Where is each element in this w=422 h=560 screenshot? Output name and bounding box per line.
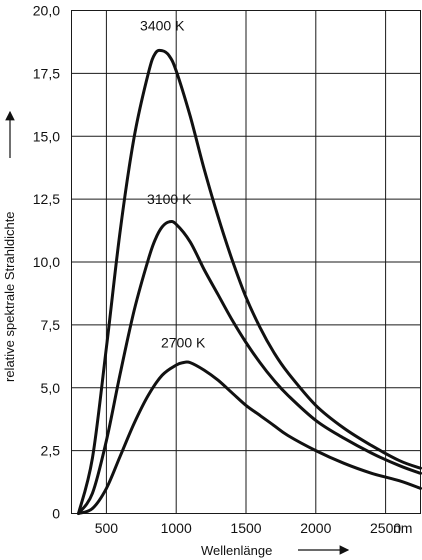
curve-label-3100k: 3100 K	[147, 191, 192, 207]
y-tick-label: 5,0	[41, 380, 61, 396]
x-tick-label: 500	[95, 520, 119, 536]
curve-3100k	[77, 219, 422, 515]
y-tick-label: 2,5	[41, 443, 61, 459]
x-tick-labels: 500 1000 1500 2000 2500	[95, 520, 402, 536]
x-axis-title: Wellenlänge	[201, 543, 272, 558]
y-axis-title: relative spektrale Strahldichte	[2, 211, 17, 382]
curve-labels: 3400 K 3100 K 2700 K	[140, 18, 206, 351]
y-tick-label: 12,5	[33, 191, 60, 207]
curves	[77, 48, 422, 515]
plot-frame	[71, 10, 421, 514]
y-tick-labels: 0 2,5 5,0 7,5 10,0 12,5 15,0 17,5 20,0	[33, 3, 60, 522]
y-tick-label: 10,0	[33, 254, 60, 270]
y-tick-label: 20,0	[33, 3, 60, 19]
curve-label-2700k: 2700 K	[161, 335, 206, 351]
curve-2700k	[77, 360, 422, 515]
x-tick-label: 1500	[230, 520, 261, 536]
grid	[71, 10, 421, 514]
curve-3400k	[77, 48, 422, 515]
y-tick-label: 17,5	[33, 65, 60, 81]
y-tick-label: 7,5	[41, 317, 61, 333]
curve-label-3400k: 3400 K	[140, 18, 185, 34]
y-tick-label: 0	[52, 506, 60, 522]
y-tick-label: 15,0	[33, 128, 60, 144]
x-tick-label: 2500	[370, 520, 401, 536]
x-unit-label: nm	[393, 520, 412, 536]
x-tick-label: 1000	[161, 520, 192, 536]
x-tick-label: 2000	[300, 520, 331, 536]
